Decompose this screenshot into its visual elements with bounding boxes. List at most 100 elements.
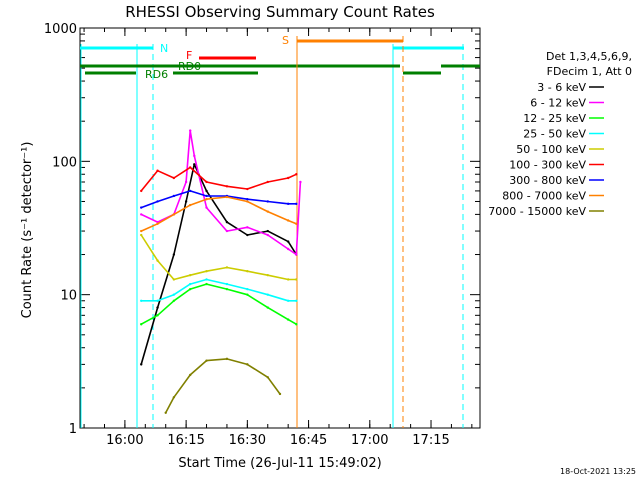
y-axis-ticks: 1 10 100 1000 [44,22,480,437]
series-point [205,269,208,273]
series-line-8 [164,358,281,414]
series-line-6 [140,190,297,209]
legend: Det 1,3,4,5,6,9, FDecim 1, Att 0 3 - 6 k… [488,50,632,218]
x-axis-ticks: 16:00 16:15 16:30 16:45 17:00 17:15 [83,28,473,448]
series-point [184,180,188,184]
series-line-0 [140,163,297,365]
series-point [246,226,249,229]
series-point [225,195,229,199]
series-point [189,166,192,169]
y-tick-label: 10 [60,289,77,304]
legend-entry-label: 100 - 300 keV [509,159,586,172]
flag-label-n: N [160,42,168,55]
series-point [156,169,159,172]
series-point [205,180,208,184]
series-point [193,154,196,158]
y-tick-label: 1 [69,422,77,437]
x-tick-label: 16:00 [106,433,143,448]
series-point [295,173,298,176]
series-point [172,253,176,256]
series-point [140,229,143,233]
y-tick-label: 100 [52,155,77,170]
series-point [286,240,290,243]
series-point [225,185,229,188]
series-point [205,206,208,209]
series-point [246,293,249,296]
footer-date: 18-Oct-2021 13:25 [560,467,636,476]
series-point [156,222,159,226]
series-point [295,202,298,206]
series-point [246,269,249,273]
series-point [184,200,188,203]
series-point [286,318,290,321]
flag-label-s: S [282,34,289,47]
series-point [189,203,192,207]
series-point [140,206,143,209]
flag-label-rd0: RD0 [178,60,201,73]
series-point [156,314,159,317]
legend-entry-label: 6 - 12 keV [530,97,586,110]
series-point [156,299,159,302]
series-line-4 [140,234,297,281]
series-point [189,373,192,377]
series-point [266,233,269,237]
series-point [295,323,298,326]
x-tick-label: 16:15 [167,433,204,448]
legend-entry-label: 12 - 25 keV [523,112,586,125]
series-point [295,253,298,256]
series-layer [140,129,302,415]
series-line-5 [140,166,297,192]
series-point [295,299,298,302]
series-point [172,396,176,399]
flag-label-f: F [186,49,192,62]
y-tick-label: 1000 [44,22,77,37]
y-axis-label: Count Rate (s⁻¹ detector⁻¹) [20,142,35,319]
series-point [205,278,208,281]
chart-title: RHESSI Observing Summary Count Rates [125,3,435,21]
legend-header-line-2: FDecim 1, Att 0 [547,65,632,78]
plot-frame [79,27,481,429]
series-point [286,202,290,206]
series-point [266,210,269,213]
series-point [246,200,249,203]
series-point [225,357,229,361]
series-line-3 [141,278,297,302]
series-point [140,363,143,366]
series-point [189,129,192,132]
series-point [156,259,159,262]
series-point [193,163,196,166]
series-point [225,266,229,269]
series-point [246,363,249,366]
series-point [246,287,249,291]
series-point [286,219,290,222]
series-point [172,194,176,198]
series-point [140,323,143,326]
legend-entry-label: 25 - 50 keV [523,128,586,141]
series-line-7 [140,196,297,232]
series-point [286,278,290,281]
series-point [225,287,229,291]
x-tick-label: 17:00 [351,433,388,448]
series-point [295,278,298,281]
series-point [172,278,176,281]
series-point [286,176,290,180]
series-point [286,299,290,302]
x-tick-label: 16:30 [229,433,266,448]
series-point [189,189,192,193]
legend-entry-label: 3 - 6 keV [537,81,586,94]
series-point [189,273,192,277]
series-point [286,247,290,251]
legend-header-line-1: Det 1,3,4,5,6,9, [546,50,632,63]
series-point [299,180,302,184]
series-point [189,287,192,291]
series-point [189,282,192,286]
series-point [266,376,269,379]
legend-entry-label: 300 - 800 keV [509,174,586,187]
series-point [164,411,167,415]
series-point [172,293,176,296]
series-point [205,282,208,286]
series-point [225,282,229,286]
series-point [205,197,208,201]
